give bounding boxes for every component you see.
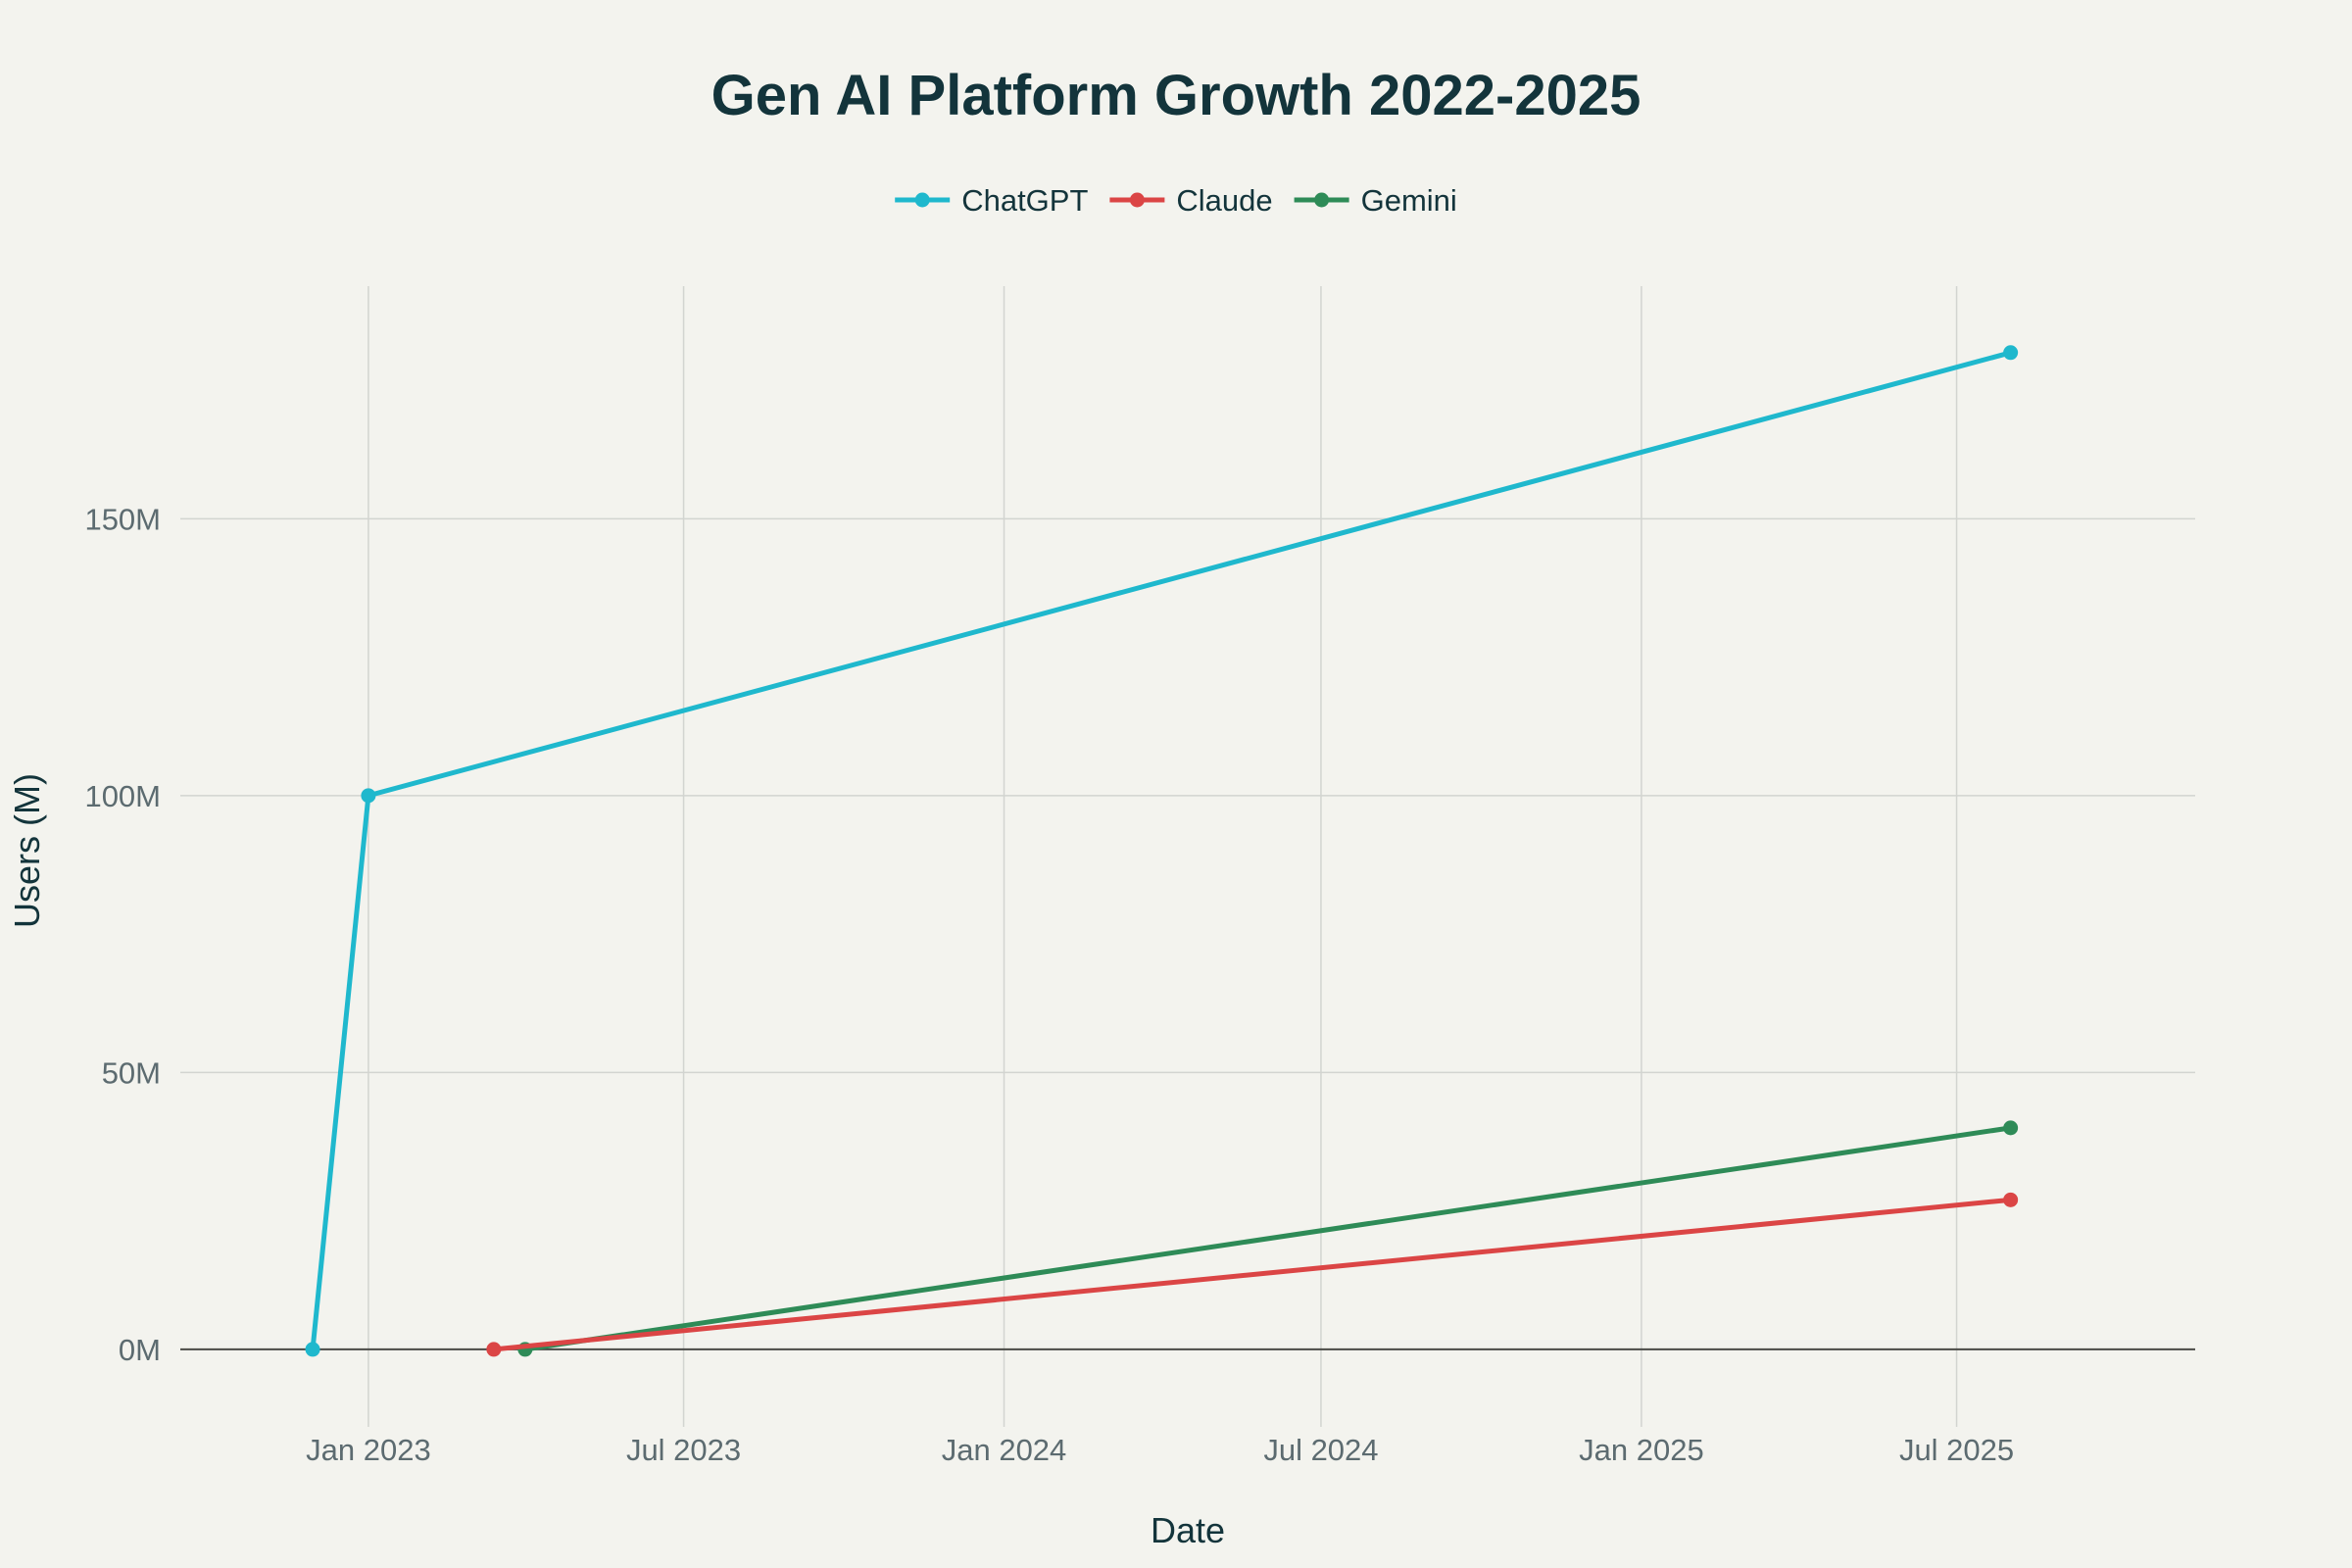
data-point-chatgpt[interactable]	[2003, 345, 2019, 361]
legend-swatch-marker	[914, 192, 930, 208]
y-tick-label: 0M	[119, 1333, 161, 1367]
series-layer	[305, 345, 2019, 1357]
x-tick-label: Jul 2025	[1899, 1433, 2014, 1467]
data-point-gemini[interactable]	[2003, 1120, 2019, 1136]
y-axis-title: Users (M)	[7, 773, 47, 928]
x-axis-title: Date	[1151, 1510, 1225, 1550]
series-gemini	[517, 1120, 2019, 1357]
series-line-claude	[491, 1197, 2014, 1352]
y-tick-label: 150M	[84, 502, 161, 536]
series-claude	[486, 1192, 2019, 1357]
legend-item-claude[interactable]: Claude	[1109, 183, 1273, 218]
legend-swatch-marker	[1129, 192, 1145, 208]
x-tick-label: Jan 2025	[1579, 1433, 1704, 1467]
chart-title: Gen AI Platform Growth 2022-2025	[711, 64, 1642, 127]
series-line-gemini	[522, 1125, 2014, 1352]
legend-label: ChatGPT	[961, 183, 1088, 218]
x-axis: Jan 2023 Jul 2023 Jan 2024 Jul 2024 Jan 2025…	[306, 1433, 2014, 1467]
legend: ChatGPT Claude Gemini	[895, 183, 1457, 218]
legend-label: Gemini	[1361, 183, 1457, 218]
data-point-claude[interactable]	[2003, 1192, 2019, 1207]
y-axis: 0M 50M 100M 150M	[84, 502, 161, 1367]
x-tick-label: Jul 2024	[1263, 1433, 1378, 1467]
x-tick-label: Jul 2023	[626, 1433, 741, 1467]
y-tick-label: 50M	[102, 1055, 161, 1090]
legend-item-gemini[interactable]: Gemini	[1294, 183, 1457, 218]
series-line-chatgpt	[310, 350, 2014, 1352]
legend-label: Claude	[1176, 183, 1272, 218]
data-point-claude[interactable]	[486, 1342, 502, 1357]
series-chatgpt	[305, 345, 2019, 1357]
data-point-chatgpt[interactable]	[305, 1342, 320, 1357]
y-tick-label: 100M	[84, 779, 161, 813]
gridlines	[180, 286, 2195, 1427]
x-tick-label: Jan 2024	[942, 1433, 1067, 1467]
legend-swatch-marker	[1314, 192, 1330, 208]
data-point-chatgpt[interactable]	[361, 788, 376, 804]
legend-item-chatgpt[interactable]: ChatGPT	[895, 183, 1088, 218]
x-tick-label: Jan 2023	[306, 1433, 431, 1467]
